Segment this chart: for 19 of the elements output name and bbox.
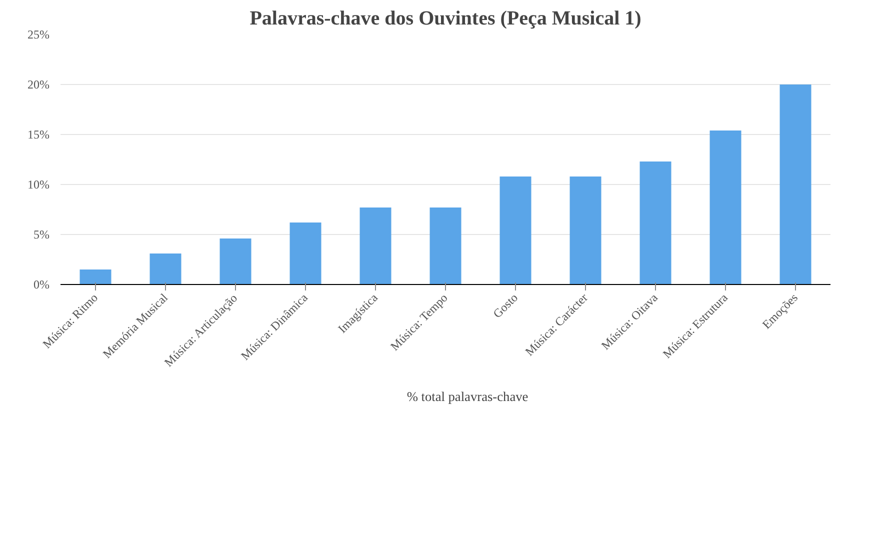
chart-title: Palavras-chave dos Ouvintes (Peça Musical 1) [250, 8, 642, 30]
bar [430, 208, 462, 284]
bar [80, 270, 112, 284]
bar [710, 130, 742, 284]
bar [220, 238, 252, 284]
text: % total palavras-chave [406, 389, 528, 405]
bar [500, 176, 532, 284]
bar [780, 84, 812, 284]
y-tick-label: 25% [28, 28, 50, 42]
bar [360, 208, 392, 284]
y-tick-label: 5% [34, 228, 50, 242]
bar [290, 222, 322, 284]
y-tick-label: 0% [34, 278, 50, 292]
y-tick-label: 15% [28, 128, 50, 142]
y-tick-label: 20% [28, 78, 50, 92]
bar [640, 162, 672, 284]
bar [570, 176, 602, 284]
y-tick-label: 10% [28, 178, 50, 192]
bar [150, 254, 182, 284]
